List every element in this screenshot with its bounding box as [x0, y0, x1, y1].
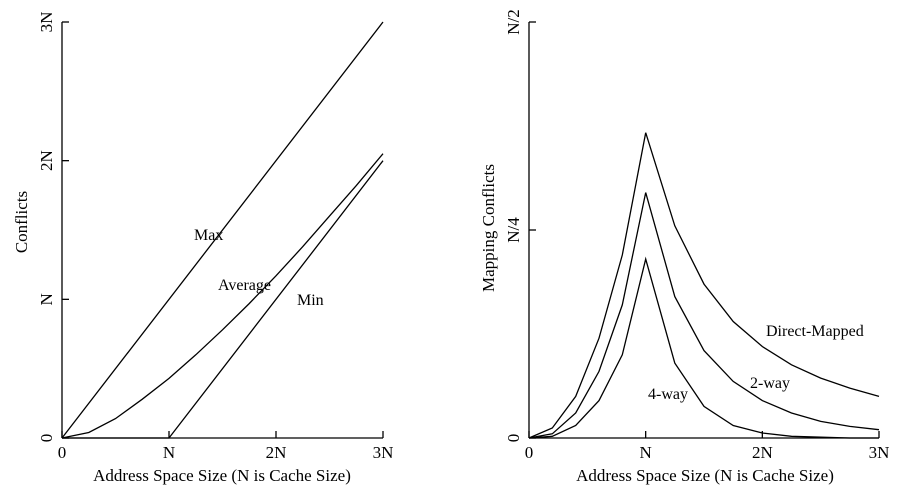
left-y-axis-label: Conflicts: [12, 191, 31, 253]
left-y-tick-label: 3N: [37, 12, 56, 33]
left-x-axis-label: Address Space Size (N is Cache Size): [93, 466, 351, 485]
series-line-direct-mapped: [528, 132, 880, 439]
right-x-axis-label: Address Space Size (N is Cache Size): [576, 466, 834, 485]
series-line-2-way: [528, 192, 880, 439]
annotation-min: Min: [297, 292, 324, 309]
left-x-tick-label: 2N: [266, 443, 287, 462]
right-y-tick-label: 0: [504, 434, 523, 443]
chart-right-mapping-conflicts: 0 N/4 N/2 0 N 2N 3N Mapping Conflicts Address…: [479, 9, 889, 485]
series-line-min: [62, 160, 384, 439]
left-y-tick-label: N: [37, 293, 56, 305]
annotation-average: Average: [218, 277, 271, 294]
left-x-tick-label: 0: [58, 443, 67, 462]
right-x-tick-label: 0: [525, 443, 534, 462]
left-y-tick-label: 0: [37, 434, 56, 443]
right-y-axis-label: Mapping Conflicts: [479, 164, 498, 292]
left-x-tick-label: 3N: [373, 443, 394, 462]
annotation-2-way: 2-way: [750, 375, 790, 392]
annotation-4-way: 4-way: [648, 386, 688, 403]
annotation-direct-mapped: Direct-Mapped: [766, 323, 864, 340]
chart-left-conflicts: 0 N 2N 3N 0 N 2N 3N Conflicts Address Space Si…: [12, 12, 393, 485]
right-x-tick-label: N: [640, 443, 652, 462]
right-x-tick-label: 2N: [752, 443, 773, 462]
left-y-tick-label: 2N: [37, 150, 56, 171]
left-x-tick-label: N: [163, 443, 175, 462]
right-y-tick-label: N/4: [504, 217, 523, 243]
series-line-max: [61, 21, 384, 439]
series-line-4-way: [528, 256, 879, 439]
annotation-max: Max: [194, 227, 223, 244]
right-y-tick-label: N/2: [504, 9, 523, 35]
right-x-tick-label: 3N: [869, 443, 890, 462]
series-line-average: [61, 153, 384, 439]
